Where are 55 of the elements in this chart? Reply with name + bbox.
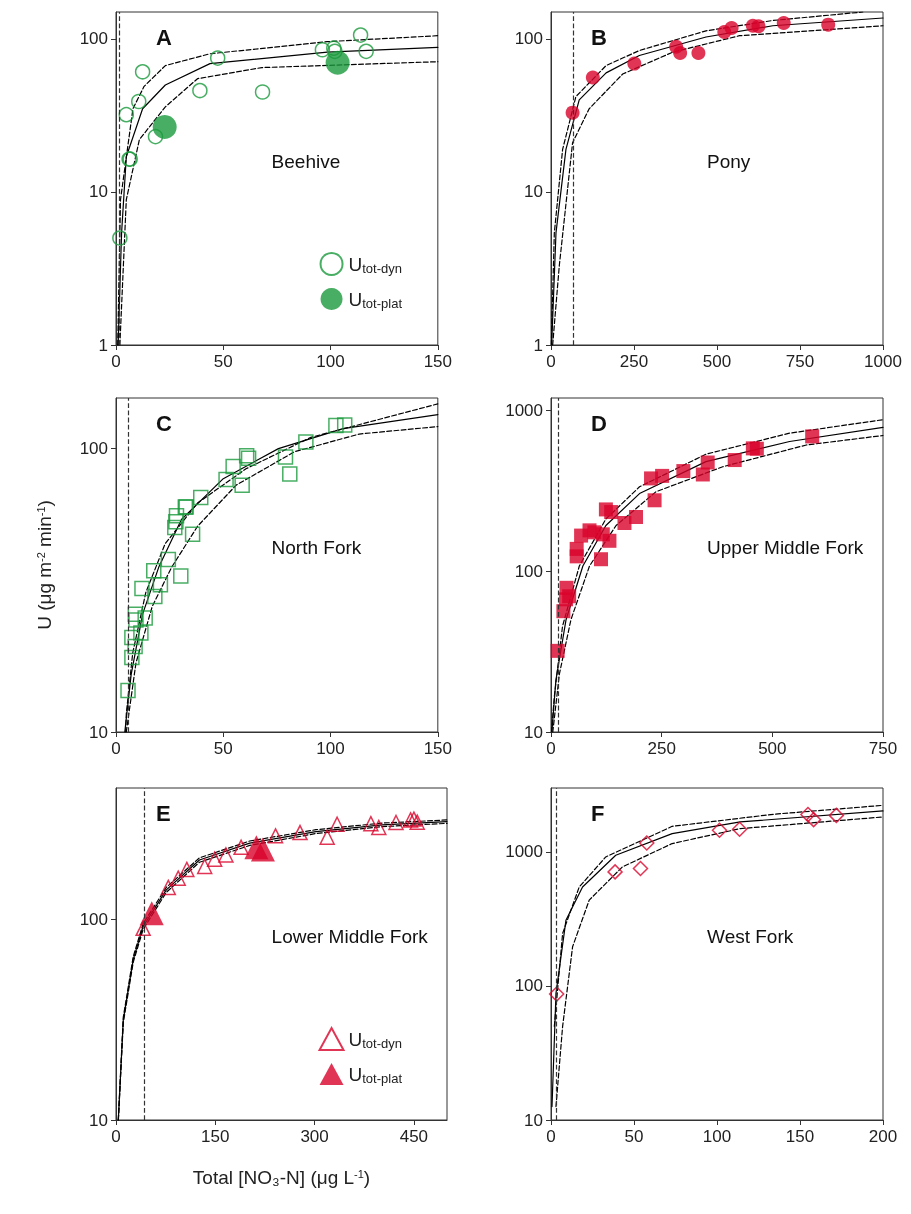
annotation: Beehive bbox=[271, 150, 341, 172]
y-tick-label: 10 bbox=[89, 722, 108, 742]
x-tick-label: 500 bbox=[702, 352, 732, 371]
x-tick-label: 1000 bbox=[864, 352, 902, 371]
x-tick-label: 150 bbox=[785, 1127, 815, 1146]
annotation: West Fork bbox=[707, 926, 794, 948]
x-tick-label: 200 bbox=[868, 1127, 898, 1146]
x-tick-label: 50 bbox=[624, 1127, 644, 1146]
y-tick-label: 1000 bbox=[505, 842, 543, 862]
x-tick-label: 450 bbox=[399, 1127, 429, 1146]
annotation: A bbox=[156, 24, 172, 50]
y-tick-label: 10 bbox=[89, 1110, 108, 1130]
y-tick-label: 1 bbox=[98, 335, 108, 355]
x-tick-label: 150 bbox=[423, 352, 453, 371]
annotation: Lower Middle Fork bbox=[271, 926, 429, 948]
x-tick-label: 0 bbox=[111, 739, 121, 758]
y-tick-label: 100 bbox=[79, 29, 108, 49]
x-tick-label: 0 bbox=[111, 1127, 121, 1146]
x-tick-label: 100 bbox=[316, 352, 345, 371]
x-tick-label: 100 bbox=[316, 739, 345, 758]
x-tick-label: 0 bbox=[546, 352, 556, 371]
x-tick-label: 150 bbox=[423, 739, 453, 758]
x-tick-label: 0 bbox=[546, 739, 556, 758]
x-tick-label: 0 bbox=[111, 352, 121, 371]
y-tick-label: 100 bbox=[514, 29, 543, 49]
x-tick-label: 750 bbox=[868, 739, 898, 758]
y-tick-label: 1000 bbox=[505, 401, 543, 421]
y-tick-label: 1 bbox=[533, 335, 543, 355]
y-tick-label: 10 bbox=[89, 182, 108, 202]
x-tick-label: 150 bbox=[201, 1127, 230, 1146]
annotation: Pony bbox=[707, 150, 751, 172]
x-tick-label: 750 bbox=[785, 352, 815, 371]
annotation: F bbox=[591, 800, 605, 826]
annotation: Upper Middle Fork bbox=[707, 537, 864, 559]
annotation: B bbox=[591, 24, 607, 50]
x-tick-label: 250 bbox=[647, 739, 676, 758]
y-tick-label: 10 bbox=[524, 722, 543, 742]
y-axis-title: U (μg m-2 min-1) bbox=[34, 500, 55, 630]
x-tick-label: 50 bbox=[213, 352, 233, 371]
y-tick-label: 100 bbox=[514, 976, 543, 996]
x-tick-label: 300 bbox=[300, 1127, 329, 1146]
annotation: North Fork bbox=[271, 537, 362, 559]
y-tick-label: 100 bbox=[79, 438, 108, 458]
annotation: C bbox=[156, 410, 172, 436]
x-tick-label: 0 bbox=[546, 1127, 556, 1146]
annotation: D bbox=[591, 410, 607, 436]
x-tick-label: 100 bbox=[702, 1127, 732, 1146]
x-tick-label: 50 bbox=[213, 739, 233, 758]
y-tick-label: 10 bbox=[524, 1110, 543, 1130]
annotation: E bbox=[156, 800, 171, 826]
x-tick-label: 500 bbox=[758, 739, 787, 758]
y-tick-label: 100 bbox=[79, 909, 108, 929]
y-tick-label: 100 bbox=[514, 561, 543, 581]
x-tick-label: 250 bbox=[619, 352, 649, 371]
y-tick-label: 10 bbox=[524, 182, 543, 202]
